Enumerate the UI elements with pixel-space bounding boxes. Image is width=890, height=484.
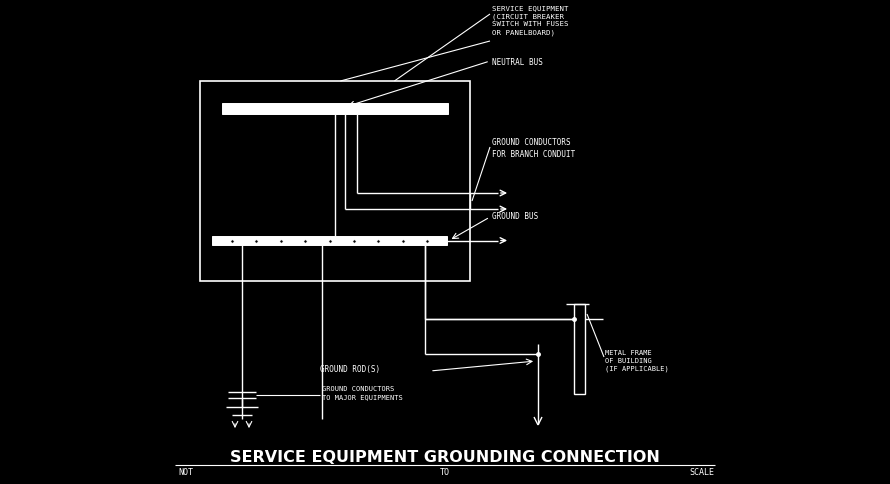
Bar: [200, 82, 470, 281]
Text: SERVICE EQUIPMENT
(CIRCUIT BREAKER
SWITCH WITH FUSES
OR PANELBOARD): SERVICE EQUIPMENT (CIRCUIT BREAKER SWITC…: [492, 5, 569, 36]
Text: GROUND CONDUCTORS
TO MAJOR EQUIPMENTS: GROUND CONDUCTORS TO MAJOR EQUIPMENTS: [322, 385, 403, 399]
Text: TO: TO: [440, 467, 450, 476]
Text: NOT: NOT: [178, 467, 193, 476]
Text: GROUND CONDUCTORS
FOR BRANCH CONDUIT: GROUND CONDUCTORS FOR BRANCH CONDUIT: [492, 138, 575, 158]
Text: SCALE: SCALE: [689, 467, 714, 476]
Text: SERVICE EQUIPMENT GROUNDING CONNECTION: SERVICE EQUIPMENT GROUNDING CONNECTION: [230, 449, 660, 464]
Bar: [574, 304, 585, 394]
Text: NEUTRAL BUS: NEUTRAL BUS: [492, 58, 543, 67]
Bar: [222, 104, 448, 115]
Bar: [212, 237, 447, 245]
Text: METAL FRAME
OF BUILDING
(IF APPLICABLE): METAL FRAME OF BUILDING (IF APPLICABLE): [605, 349, 668, 372]
Text: GROUND BUS: GROUND BUS: [492, 212, 538, 221]
Text: GROUND ROD(S): GROUND ROD(S): [320, 364, 380, 373]
